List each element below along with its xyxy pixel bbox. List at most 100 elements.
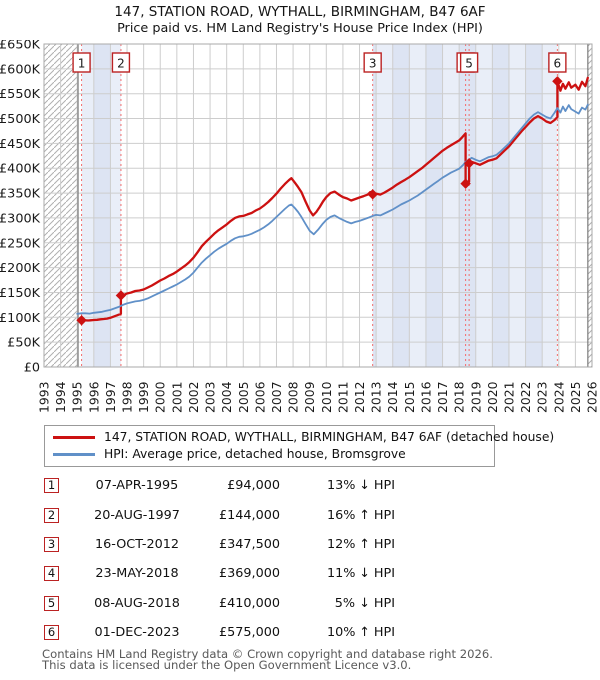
sale-vs-label: HPI [373, 507, 395, 523]
sale-table-row-2: 2 20-AUG-1997 £144,000 16% ↑ HPI [44, 500, 444, 529]
sale-price: £575,000 [218, 625, 280, 641]
shade-stripe [459, 44, 476, 367]
sale-vs-hpi: 12% ↑ HPI [280, 537, 467, 552]
sale-vs-hpi: 16% ↑ HPI [280, 508, 467, 523]
x-axis-tick-label: 1999 [136, 381, 151, 413]
no-data-hatch-region [587, 44, 592, 367]
sale-table-row-3: 3 16-OCT-2012 £347,500 12% ↑ HPI [44, 530, 444, 559]
sale-number-box-3 [363, 52, 382, 73]
sale-point-1 [76, 315, 87, 326]
sale-pct-value: 12% [327, 536, 356, 552]
y-axis-tick-label: £650K [0, 40, 41, 53]
x-axis-tick-label: 2006 [252, 381, 267, 413]
sale-price: £94,000 [227, 478, 280, 494]
x-axis-tick-label: 2021 [501, 381, 516, 413]
x-axis-tick-label: 2019 [468, 381, 483, 413]
y-axis-tick-label: £400K [0, 162, 41, 177]
x-axis-tick-label: 1994 [53, 381, 68, 413]
y-axis-tick-label: £150K [0, 286, 41, 301]
sale-row-number-badge: 4 [44, 566, 59, 582]
sale-row-number-badge: 5 [44, 595, 59, 611]
page-title: 147, STATION ROAD, WYTHALL, BIRMINGHAM, … [114, 4, 486, 20]
legend-item-2: HPI: Average price, detached house, Brom… [45, 446, 494, 462]
legend-label: 147, STATION ROAD, WYTHALL, BIRMINGHAM, … [104, 430, 555, 444]
legend-line-swatch [53, 452, 95, 456]
sale-date: 20-AUG-1997 [94, 507, 180, 523]
legend-item-1: 147, STATION ROAD, WYTHALL, BIRMINGHAM, … [45, 429, 554, 445]
x-axis-tick-label: 2024 [551, 381, 566, 413]
sale-pct-value: 10% [327, 625, 356, 641]
ownership-shade-region [372, 44, 558, 367]
sale-number-box-1 [72, 52, 91, 73]
sale-date: 01-DEC-2023 [94, 625, 180, 641]
sale-pct-value: 11% [327, 566, 356, 582]
shade-stripe [372, 44, 377, 367]
sale-number-box-2 [111, 52, 131, 73]
plot-border [43, 43, 593, 368]
sale-row-number-badge: 3 [44, 536, 59, 552]
sale-point-4 [460, 178, 471, 189]
y-axis-tick-label: £350K [0, 187, 41, 202]
shade-stripe [525, 44, 543, 367]
x-axis-tick-label: 2017 [435, 381, 450, 413]
sale-pct-value: 13% [327, 478, 356, 494]
sale-row-number-badge: 2 [44, 507, 59, 523]
sale-row-number-badge: 1 [44, 478, 59, 494]
y-axis-tick-label: £600K [0, 62, 41, 77]
y-axis-tick-label: £200K [0, 261, 41, 276]
x-axis-tick-label: 2011 [335, 381, 350, 413]
arrow-up-icon: ↑ [355, 536, 374, 552]
sale-number-label-5: 5 [465, 57, 473, 71]
footer-line-1: Contains HM Land Registry data © Crown c… [42, 647, 493, 661]
sale-price: £410,000 [218, 595, 280, 611]
sale-point-6 [552, 76, 563, 87]
sale-price: £369,000 [218, 566, 280, 582]
sale-table-row-1: 1 07-APR-1995 £94,000 13% ↓ HPI [44, 471, 444, 500]
x-axis-tick-label: 2018 [452, 381, 467, 413]
x-axis-tick-label: 1996 [86, 381, 101, 413]
sale-table-row-5: 5 08-AUG-2018 £410,000 5% ↓ HPI [44, 589, 444, 618]
sale-date: 08-AUG-2018 [94, 595, 180, 611]
sale-number-label-2: 2 [117, 57, 125, 71]
sale-vs-hpi: 10% ↑ HPI [280, 625, 467, 640]
legend-line-swatch [53, 435, 95, 439]
x-axis-tick-label: 2003 [203, 381, 218, 413]
sale-vs-hpi: 13% ↓ HPI [280, 478, 467, 493]
x-axis-tick-label: 2016 [418, 381, 433, 413]
sale-vs-label: HPI [373, 536, 395, 552]
x-axis-tick-label: 2005 [236, 381, 251, 413]
sale-point-3 [367, 189, 378, 200]
x-axis-tick-label: 2020 [485, 381, 500, 413]
shade-stripe [492, 44, 509, 367]
y-axis-tick-label: £50K [7, 336, 40, 351]
sale-date: 23-MAY-2018 [95, 566, 179, 582]
sale-number-label-6: 6 [554, 57, 562, 71]
sale-date: 16-OCT-2012 [94, 536, 180, 552]
x-axis-tick-label: 2010 [319, 381, 334, 413]
sale-vs-label: HPI [373, 566, 395, 582]
chart-legend: 147, STATION ROAD, WYTHALL, BIRMINGHAM, … [44, 425, 554, 467]
y-axis-tick-label: £300K [0, 211, 41, 226]
x-axis-tick-label: 2007 [269, 381, 284, 413]
arrow-down-icon: ↓ [355, 566, 374, 582]
x-axis-tick-label: 2022 [518, 381, 533, 413]
sale-number-label-1: 1 [78, 57, 86, 71]
x-axis-tick-label: 1997 [103, 381, 118, 413]
license-footer: Contains HM Land Registry data © Crown c… [42, 647, 493, 672]
arrow-up-icon: ↑ [355, 507, 374, 523]
x-axis-tick-label: 2015 [402, 381, 417, 413]
x-axis-tick-label: 2009 [302, 381, 317, 413]
x-axis-tick-label: 2000 [153, 381, 168, 413]
arrow-down-icon: ↓ [355, 595, 374, 611]
x-axis-tick-label: 2023 [535, 381, 550, 413]
arrow-up-icon: ↑ [355, 625, 374, 641]
x-axis-tick-label: 2004 [219, 381, 234, 413]
sale-row-number-badge: 6 [44, 625, 59, 641]
sale-vs-label: HPI [373, 478, 395, 494]
x-axis-tick-label: 2026 [585, 381, 600, 413]
x-axis-tick-label: 1995 [70, 381, 85, 413]
page-subtitle: Price paid vs. HM Land Registry's House … [117, 21, 483, 36]
sale-table-row-6: 6 01-DEC-2023 £575,000 10% ↑ HPI [44, 618, 444, 647]
sale-number-box-5 [459, 52, 479, 73]
hpi-line [76, 103, 589, 315]
